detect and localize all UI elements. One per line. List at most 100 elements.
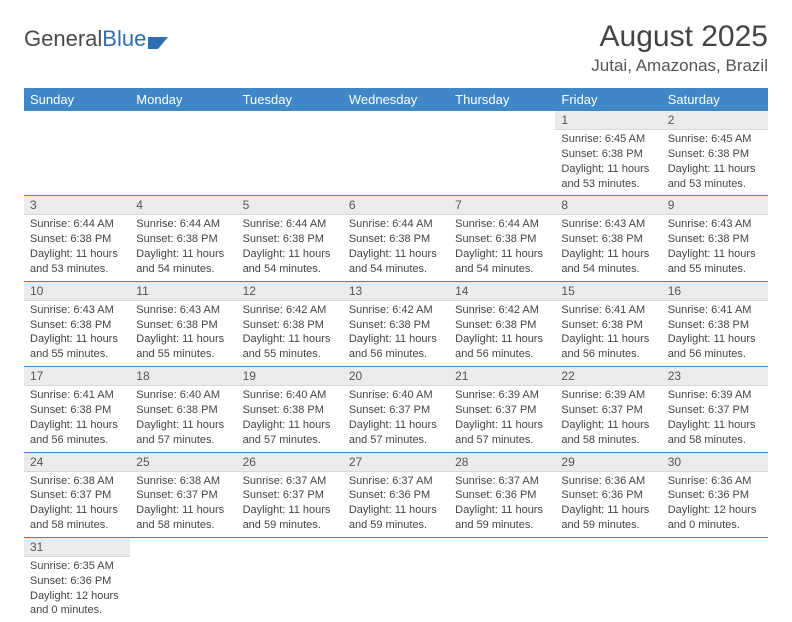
day-number: 20 — [343, 367, 449, 386]
daylight-text: Daylight: 11 hours and 57 minutes. — [349, 418, 443, 448]
sunrise-text: Sunrise: 6:44 AM — [30, 217, 124, 232]
day-cell: 1Sunrise: 6:45 AMSunset: 6:38 PMDaylight… — [555, 111, 661, 196]
day-cell — [237, 111, 343, 196]
sunset-text: Sunset: 6:38 PM — [668, 147, 762, 162]
day-cell: 12Sunrise: 6:42 AMSunset: 6:38 PMDayligh… — [237, 281, 343, 366]
day-number: 28 — [449, 453, 555, 472]
day-detail: Sunrise: 6:44 AMSunset: 6:38 PMDaylight:… — [130, 215, 236, 280]
sunrise-text: Sunrise: 6:39 AM — [668, 388, 762, 403]
day-number: 10 — [24, 282, 130, 301]
sunset-text: Sunset: 6:38 PM — [561, 147, 655, 162]
sunset-text: Sunset: 6:38 PM — [561, 318, 655, 333]
logo-word1: General — [24, 26, 102, 52]
daylight-text: Daylight: 11 hours and 57 minutes. — [455, 418, 549, 448]
flag-icon — [148, 31, 170, 47]
week-row: 24Sunrise: 6:38 AMSunset: 6:37 PMDayligh… — [24, 452, 768, 537]
sunset-text: Sunset: 6:37 PM — [668, 403, 762, 418]
day-cell — [449, 537, 555, 622]
sunrise-text: Sunrise: 6:45 AM — [561, 132, 655, 147]
sunrise-text: Sunrise: 6:43 AM — [30, 303, 124, 318]
day-cell: 23Sunrise: 6:39 AMSunset: 6:37 PMDayligh… — [662, 367, 768, 452]
day-header: Sunday — [24, 88, 130, 111]
calendar-table: Sunday Monday Tuesday Wednesday Thursday… — [24, 88, 768, 622]
sunrise-text: Sunrise: 6:45 AM — [668, 132, 762, 147]
day-detail: Sunrise: 6:42 AMSunset: 6:38 PMDaylight:… — [237, 301, 343, 366]
day-cell: 21Sunrise: 6:39 AMSunset: 6:37 PMDayligh… — [449, 367, 555, 452]
sunrise-text: Sunrise: 6:40 AM — [136, 388, 230, 403]
sunset-text: Sunset: 6:36 PM — [561, 488, 655, 503]
day-detail: Sunrise: 6:44 AMSunset: 6:38 PMDaylight:… — [449, 215, 555, 280]
day-cell — [130, 111, 236, 196]
day-detail: Sunrise: 6:41 AMSunset: 6:38 PMDaylight:… — [24, 386, 130, 451]
day-detail: Sunrise: 6:42 AMSunset: 6:38 PMDaylight:… — [343, 301, 449, 366]
day-number: 21 — [449, 367, 555, 386]
daylight-text: Daylight: 11 hours and 59 minutes. — [561, 503, 655, 533]
daylight-text: Daylight: 11 hours and 57 minutes. — [243, 418, 337, 448]
sunset-text: Sunset: 6:36 PM — [668, 488, 762, 503]
sunrise-text: Sunrise: 6:37 AM — [243, 474, 337, 489]
day-header: Tuesday — [237, 88, 343, 111]
day-detail: Sunrise: 6:45 AMSunset: 6:38 PMDaylight:… — [555, 130, 661, 195]
day-cell — [449, 111, 555, 196]
daylight-text: Daylight: 11 hours and 53 minutes. — [30, 247, 124, 277]
day-detail: Sunrise: 6:41 AMSunset: 6:38 PMDaylight:… — [662, 301, 768, 366]
day-detail: Sunrise: 6:44 AMSunset: 6:38 PMDaylight:… — [237, 215, 343, 280]
sunset-text: Sunset: 6:38 PM — [243, 403, 337, 418]
sunrise-text: Sunrise: 6:40 AM — [349, 388, 443, 403]
day-detail: Sunrise: 6:36 AMSunset: 6:36 PMDaylight:… — [662, 472, 768, 537]
sunset-text: Sunset: 6:37 PM — [136, 488, 230, 503]
day-cell: 9Sunrise: 6:43 AMSunset: 6:38 PMDaylight… — [662, 196, 768, 281]
sunrise-text: Sunrise: 6:36 AM — [668, 474, 762, 489]
sunrise-text: Sunrise: 6:44 AM — [455, 217, 549, 232]
daylight-text: Daylight: 11 hours and 58 minutes. — [561, 418, 655, 448]
day-cell: 14Sunrise: 6:42 AMSunset: 6:38 PMDayligh… — [449, 281, 555, 366]
day-number: 15 — [555, 282, 661, 301]
sunset-text: Sunset: 6:38 PM — [243, 318, 337, 333]
daylight-text: Daylight: 11 hours and 59 minutes. — [243, 503, 337, 533]
sunset-text: Sunset: 6:37 PM — [455, 403, 549, 418]
day-cell: 20Sunrise: 6:40 AMSunset: 6:37 PMDayligh… — [343, 367, 449, 452]
daylight-text: Daylight: 11 hours and 58 minutes. — [136, 503, 230, 533]
sunset-text: Sunset: 6:38 PM — [136, 403, 230, 418]
day-number: 29 — [555, 453, 661, 472]
day-detail: Sunrise: 6:44 AMSunset: 6:38 PMDaylight:… — [343, 215, 449, 280]
day-detail: Sunrise: 6:42 AMSunset: 6:38 PMDaylight:… — [449, 301, 555, 366]
sunrise-text: Sunrise: 6:35 AM — [30, 559, 124, 574]
day-cell: 24Sunrise: 6:38 AMSunset: 6:37 PMDayligh… — [24, 452, 130, 537]
sunset-text: Sunset: 6:38 PM — [243, 232, 337, 247]
sunset-text: Sunset: 6:38 PM — [668, 232, 762, 247]
day-detail: Sunrise: 6:37 AMSunset: 6:37 PMDaylight:… — [237, 472, 343, 537]
sunrise-text: Sunrise: 6:44 AM — [136, 217, 230, 232]
day-number: 1 — [555, 111, 661, 130]
day-detail: Sunrise: 6:35 AMSunset: 6:36 PMDaylight:… — [24, 557, 130, 622]
day-detail: Sunrise: 6:43 AMSunset: 6:38 PMDaylight:… — [662, 215, 768, 280]
sunset-text: Sunset: 6:38 PM — [561, 232, 655, 247]
day-detail: Sunrise: 6:43 AMSunset: 6:38 PMDaylight:… — [130, 301, 236, 366]
sunrise-text: Sunrise: 6:43 AM — [668, 217, 762, 232]
day-cell — [343, 111, 449, 196]
sunrise-text: Sunrise: 6:40 AM — [243, 388, 337, 403]
month-title: August 2025 — [591, 20, 768, 54]
day-detail: Sunrise: 6:40 AMSunset: 6:37 PMDaylight:… — [343, 386, 449, 451]
day-number: 2 — [662, 111, 768, 130]
daylight-text: Daylight: 11 hours and 59 minutes. — [455, 503, 549, 533]
sunset-text: Sunset: 6:37 PM — [349, 403, 443, 418]
day-cell: 29Sunrise: 6:36 AMSunset: 6:36 PMDayligh… — [555, 452, 661, 537]
daylight-text: Daylight: 11 hours and 55 minutes. — [30, 332, 124, 362]
sunrise-text: Sunrise: 6:42 AM — [455, 303, 549, 318]
day-cell: 11Sunrise: 6:43 AMSunset: 6:38 PMDayligh… — [130, 281, 236, 366]
day-cell: 4Sunrise: 6:44 AMSunset: 6:38 PMDaylight… — [130, 196, 236, 281]
day-number: 17 — [24, 367, 130, 386]
day-cell — [24, 111, 130, 196]
day-number: 18 — [130, 367, 236, 386]
daylight-text: Daylight: 11 hours and 54 minutes. — [136, 247, 230, 277]
day-cell: 15Sunrise: 6:41 AMSunset: 6:38 PMDayligh… — [555, 281, 661, 366]
day-detail: Sunrise: 6:39 AMSunset: 6:37 PMDaylight:… — [449, 386, 555, 451]
day-number: 4 — [130, 196, 236, 215]
day-cell: 25Sunrise: 6:38 AMSunset: 6:37 PMDayligh… — [130, 452, 236, 537]
daylight-text: Daylight: 11 hours and 56 minutes. — [455, 332, 549, 362]
sunset-text: Sunset: 6:38 PM — [668, 318, 762, 333]
sunrise-text: Sunrise: 6:38 AM — [136, 474, 230, 489]
day-cell: 2Sunrise: 6:45 AMSunset: 6:38 PMDaylight… — [662, 111, 768, 196]
day-cell: 7Sunrise: 6:44 AMSunset: 6:38 PMDaylight… — [449, 196, 555, 281]
